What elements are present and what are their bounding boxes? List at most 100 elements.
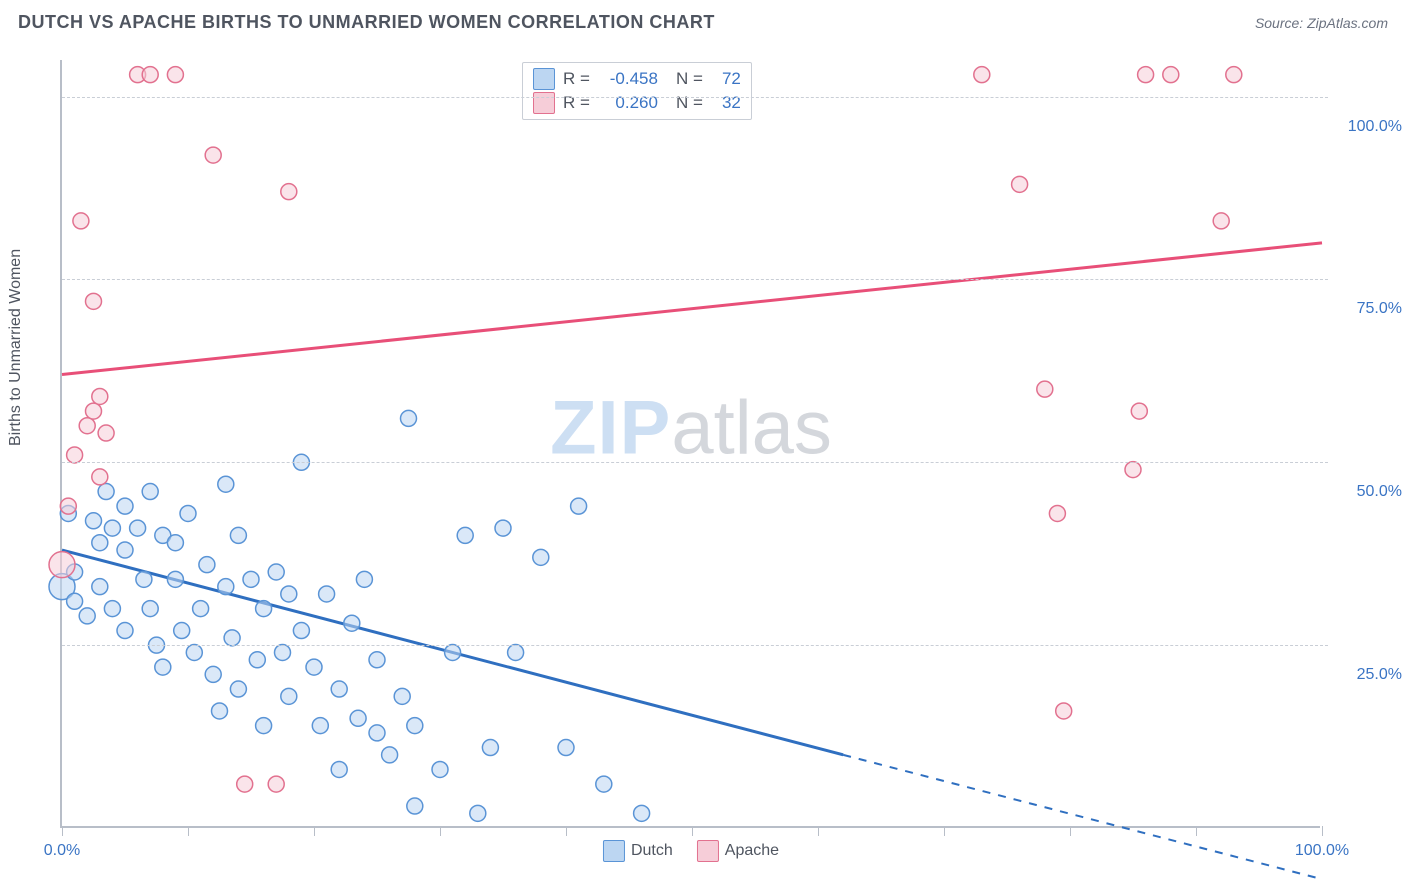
legend-swatch <box>697 840 719 862</box>
data-point-apache <box>86 403 102 419</box>
data-point-apache <box>142 67 158 83</box>
legend-r-value: -0.458 <box>598 67 658 91</box>
x-tick-label: 100.0% <box>1295 842 1349 860</box>
legend-r-value: 0.260 <box>598 91 658 115</box>
x-tick <box>1322 826 1323 836</box>
data-point-apache <box>1056 703 1072 719</box>
data-point-dutch <box>167 571 183 587</box>
data-point-dutch <box>394 688 410 704</box>
legend-swatch <box>533 92 555 114</box>
data-point-dutch <box>174 623 190 639</box>
data-point-apache <box>281 184 297 200</box>
data-point-apache <box>92 388 108 404</box>
x-tick <box>944 826 945 836</box>
data-point-dutch <box>92 579 108 595</box>
data-point-dutch <box>293 623 309 639</box>
data-point-apache <box>1131 403 1147 419</box>
source-label: Source: ZipAtlas.com <box>1255 15 1388 31</box>
x-tick <box>440 826 441 836</box>
data-point-apache <box>1049 505 1065 521</box>
data-point-dutch <box>382 747 398 763</box>
x-tick <box>566 826 567 836</box>
chart-title: DUTCH VS APACHE BIRTHS TO UNMARRIED WOME… <box>18 12 715 33</box>
data-point-apache <box>73 213 89 229</box>
data-point-apache <box>1213 213 1229 229</box>
data-point-dutch <box>281 688 297 704</box>
legend-item-dutch: Dutch <box>603 840 673 862</box>
data-point-dutch <box>350 710 366 726</box>
gridline-h <box>62 645 1328 646</box>
data-point-dutch <box>275 644 291 660</box>
x-tick <box>1070 826 1071 836</box>
data-point-dutch <box>319 586 335 602</box>
legend-n-value: 72 <box>711 67 741 91</box>
legend-r-label: R = <box>563 91 590 115</box>
data-point-dutch <box>331 681 347 697</box>
data-point-apache <box>1125 462 1141 478</box>
x-tick <box>692 826 693 836</box>
data-point-apache <box>67 447 83 463</box>
data-point-dutch <box>256 601 272 617</box>
data-point-apache <box>167 67 183 83</box>
data-point-dutch <box>596 776 612 792</box>
legend-r-label: R = <box>563 67 590 91</box>
data-point-dutch <box>86 513 102 529</box>
data-point-dutch <box>130 520 146 536</box>
x-tick <box>314 826 315 836</box>
chart-svg-layer <box>62 60 1320 826</box>
data-point-apache <box>92 469 108 485</box>
data-point-apache <box>98 425 114 441</box>
y-axis-label: Births to Unmarried Women <box>7 249 25 446</box>
data-point-dutch <box>212 703 228 719</box>
legend-swatch <box>603 840 625 862</box>
data-point-dutch <box>79 608 95 624</box>
data-point-dutch <box>142 601 158 617</box>
data-point-dutch <box>508 644 524 660</box>
data-point-dutch <box>155 659 171 675</box>
data-point-dutch <box>117 542 133 558</box>
y-tick-label: 100.0% <box>1348 118 1402 136</box>
y-tick-label: 75.0% <box>1357 300 1402 318</box>
data-point-dutch <box>495 520 511 536</box>
data-point-dutch <box>224 630 240 646</box>
legend-row-dutch: R = -0.458 N = 72 <box>533 67 741 91</box>
data-point-dutch <box>558 740 574 756</box>
data-point-dutch <box>117 498 133 514</box>
data-point-dutch <box>67 593 83 609</box>
data-point-apache <box>1138 67 1154 83</box>
gridline-h <box>62 97 1328 98</box>
data-point-dutch <box>117 623 133 639</box>
data-point-dutch <box>306 659 322 675</box>
data-point-apache <box>1163 67 1179 83</box>
data-point-dutch <box>218 476 234 492</box>
data-point-dutch <box>344 615 360 631</box>
data-point-dutch <box>432 761 448 777</box>
legend-n-value: 32 <box>711 91 741 115</box>
data-point-dutch <box>98 484 114 500</box>
data-point-dutch <box>634 805 650 821</box>
scatter-plot: ZIPatlas R =-0.458N =72R =0.260N =32 Dut… <box>60 60 1320 828</box>
data-point-apache <box>268 776 284 792</box>
data-point-dutch <box>256 718 272 734</box>
data-point-dutch <box>249 652 265 668</box>
data-point-dutch <box>92 535 108 551</box>
data-point-dutch <box>136 571 152 587</box>
data-point-dutch <box>205 666 221 682</box>
data-point-dutch <box>445 644 461 660</box>
data-point-dutch <box>167 535 183 551</box>
x-tick <box>188 826 189 836</box>
data-point-dutch <box>104 520 120 536</box>
data-point-dutch <box>356 571 372 587</box>
y-tick-label: 50.0% <box>1357 483 1402 501</box>
data-point-apache <box>86 293 102 309</box>
data-point-dutch <box>331 761 347 777</box>
data-point-dutch <box>243 571 259 587</box>
data-point-apache <box>237 776 253 792</box>
data-point-dutch <box>230 527 246 543</box>
data-point-dutch <box>281 586 297 602</box>
data-point-dutch <box>369 725 385 741</box>
legend-n-label: N = <box>676 67 703 91</box>
data-point-dutch <box>482 740 498 756</box>
data-point-dutch <box>457 527 473 543</box>
title-bar: DUTCH VS APACHE BIRTHS TO UNMARRIED WOME… <box>18 12 1388 33</box>
